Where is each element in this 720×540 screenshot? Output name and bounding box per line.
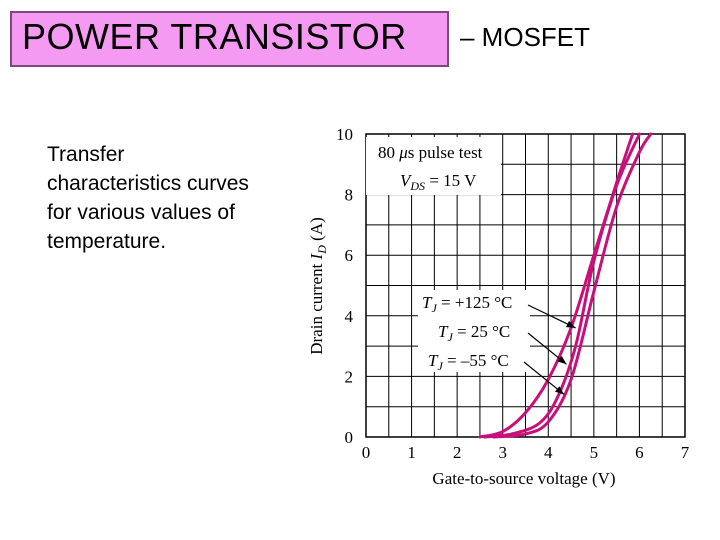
- legend-vds: VDS = 15 V: [400, 171, 477, 193]
- curve-tj-minus-55: [492, 132, 653, 439]
- curve-tj-25: [482, 132, 641, 439]
- annotation-background: [418, 290, 530, 372]
- legend-pulse-test: 80 μs pulse test: [378, 143, 483, 162]
- x-tick-label: 3: [498, 443, 507, 462]
- description: Transfer characteristics curves for vari…: [47, 140, 297, 256]
- slide-title-suffix: – MOSFET: [460, 22, 591, 52]
- x-axis-label: Gate-to-source voltage (V): [432, 469, 615, 488]
- y-tick-label: 0: [345, 428, 354, 447]
- description-line: characteristics curves: [47, 172, 249, 195]
- y-tick-label: 6: [345, 246, 354, 265]
- title-box: [10, 11, 449, 67]
- legend-box: [366, 137, 501, 195]
- annotation-arrow-head: [557, 355, 567, 365]
- x-tick-label: 2: [453, 443, 462, 462]
- x-tick-label: 1: [407, 443, 416, 462]
- description-line: temperature.: [47, 230, 167, 253]
- plot-frame: [365, 133, 686, 438]
- annotation-arrow-head: [555, 386, 565, 395]
- x-tick-label: 4: [544, 443, 553, 462]
- y-tick-label: 2: [345, 367, 354, 386]
- y-tick-label: 4: [345, 307, 354, 326]
- curves: [478, 132, 653, 439]
- description-line: Transfer: [47, 143, 125, 166]
- annotation-label-125: TJ = +125 °C: [422, 293, 512, 315]
- x-tick-label: 5: [590, 443, 599, 462]
- slide-title: POWER TRANSISTOR: [22, 16, 407, 57]
- x-ticks: 0 1 2 3 4 5 6 7: [362, 443, 690, 462]
- annotation-arrows: [523, 304, 576, 396]
- x-tick-label: 0: [362, 443, 371, 462]
- y-tick-label: 10: [336, 125, 353, 144]
- grid: [366, 134, 685, 437]
- x-tick-label: 7: [681, 443, 690, 462]
- annotation-label-m55: TJ = –55 °C: [428, 351, 509, 373]
- annotation-label-25: TJ = 25 °C: [438, 322, 510, 344]
- annotation-arrow-head: [566, 320, 576, 328]
- description-line: for various values of: [47, 201, 235, 224]
- y-ticks: 0 2 4 6 8 10: [336, 125, 354, 447]
- y-axis-label: Drain current ID (A): [307, 217, 329, 355]
- y-tick-label: 8: [345, 186, 354, 205]
- x-tick-label: 6: [635, 443, 644, 462]
